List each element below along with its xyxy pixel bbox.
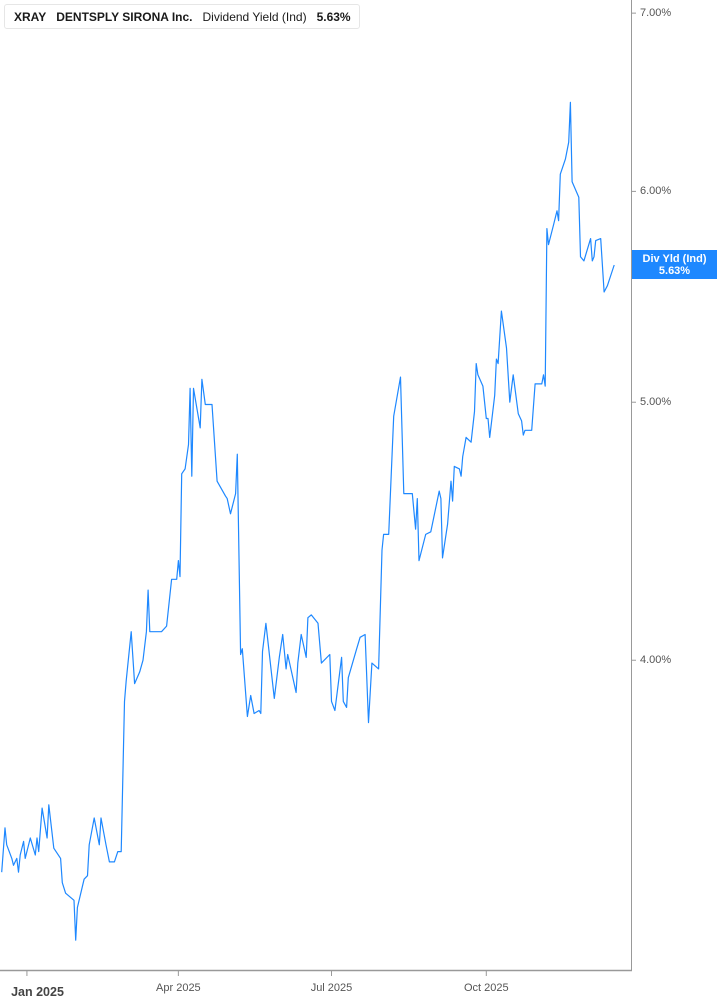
last-value-title: Div Yld (Ind) xyxy=(642,252,707,265)
y-tick-label: 4.00% xyxy=(640,654,672,667)
x-tick-label: Oct 2025 xyxy=(463,982,509,994)
x-tick-label: Jul 2025 xyxy=(310,982,353,994)
x-tick-label: Jan 2025 xyxy=(11,985,64,999)
x-tick-label: Apr 2025 xyxy=(156,982,201,994)
series-points xyxy=(1,102,614,941)
y-tick-label: 6.00% xyxy=(640,185,672,198)
last-value: 5.63% xyxy=(658,264,691,277)
x-tick-marks xyxy=(26,970,487,976)
legend-header: XRAY DENTSPLY SIRONA Inc. Dividend Yield… xyxy=(4,4,360,29)
y-tick-label: 7.00% xyxy=(640,7,672,20)
series-line xyxy=(1,101,615,941)
last-value-label: Div Yld (Ind) 5.63% xyxy=(632,250,717,279)
ticker-symbol: XRAY xyxy=(14,9,47,24)
y-tick-marks xyxy=(631,12,636,661)
metric-name: Dividend Yield (Ind) xyxy=(202,9,307,24)
company-name: DENTSPLY SIRONA Inc. xyxy=(56,9,193,24)
metric-value: 5.63% xyxy=(316,9,351,24)
y-tick-label: 5.00% xyxy=(640,396,672,409)
